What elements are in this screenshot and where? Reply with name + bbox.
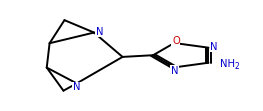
Text: NH: NH <box>220 59 235 69</box>
Text: O: O <box>172 36 180 46</box>
Text: 2: 2 <box>235 62 240 71</box>
Text: N: N <box>73 82 80 92</box>
Text: N: N <box>210 42 218 52</box>
Text: N: N <box>170 66 178 76</box>
Text: N: N <box>96 27 103 37</box>
